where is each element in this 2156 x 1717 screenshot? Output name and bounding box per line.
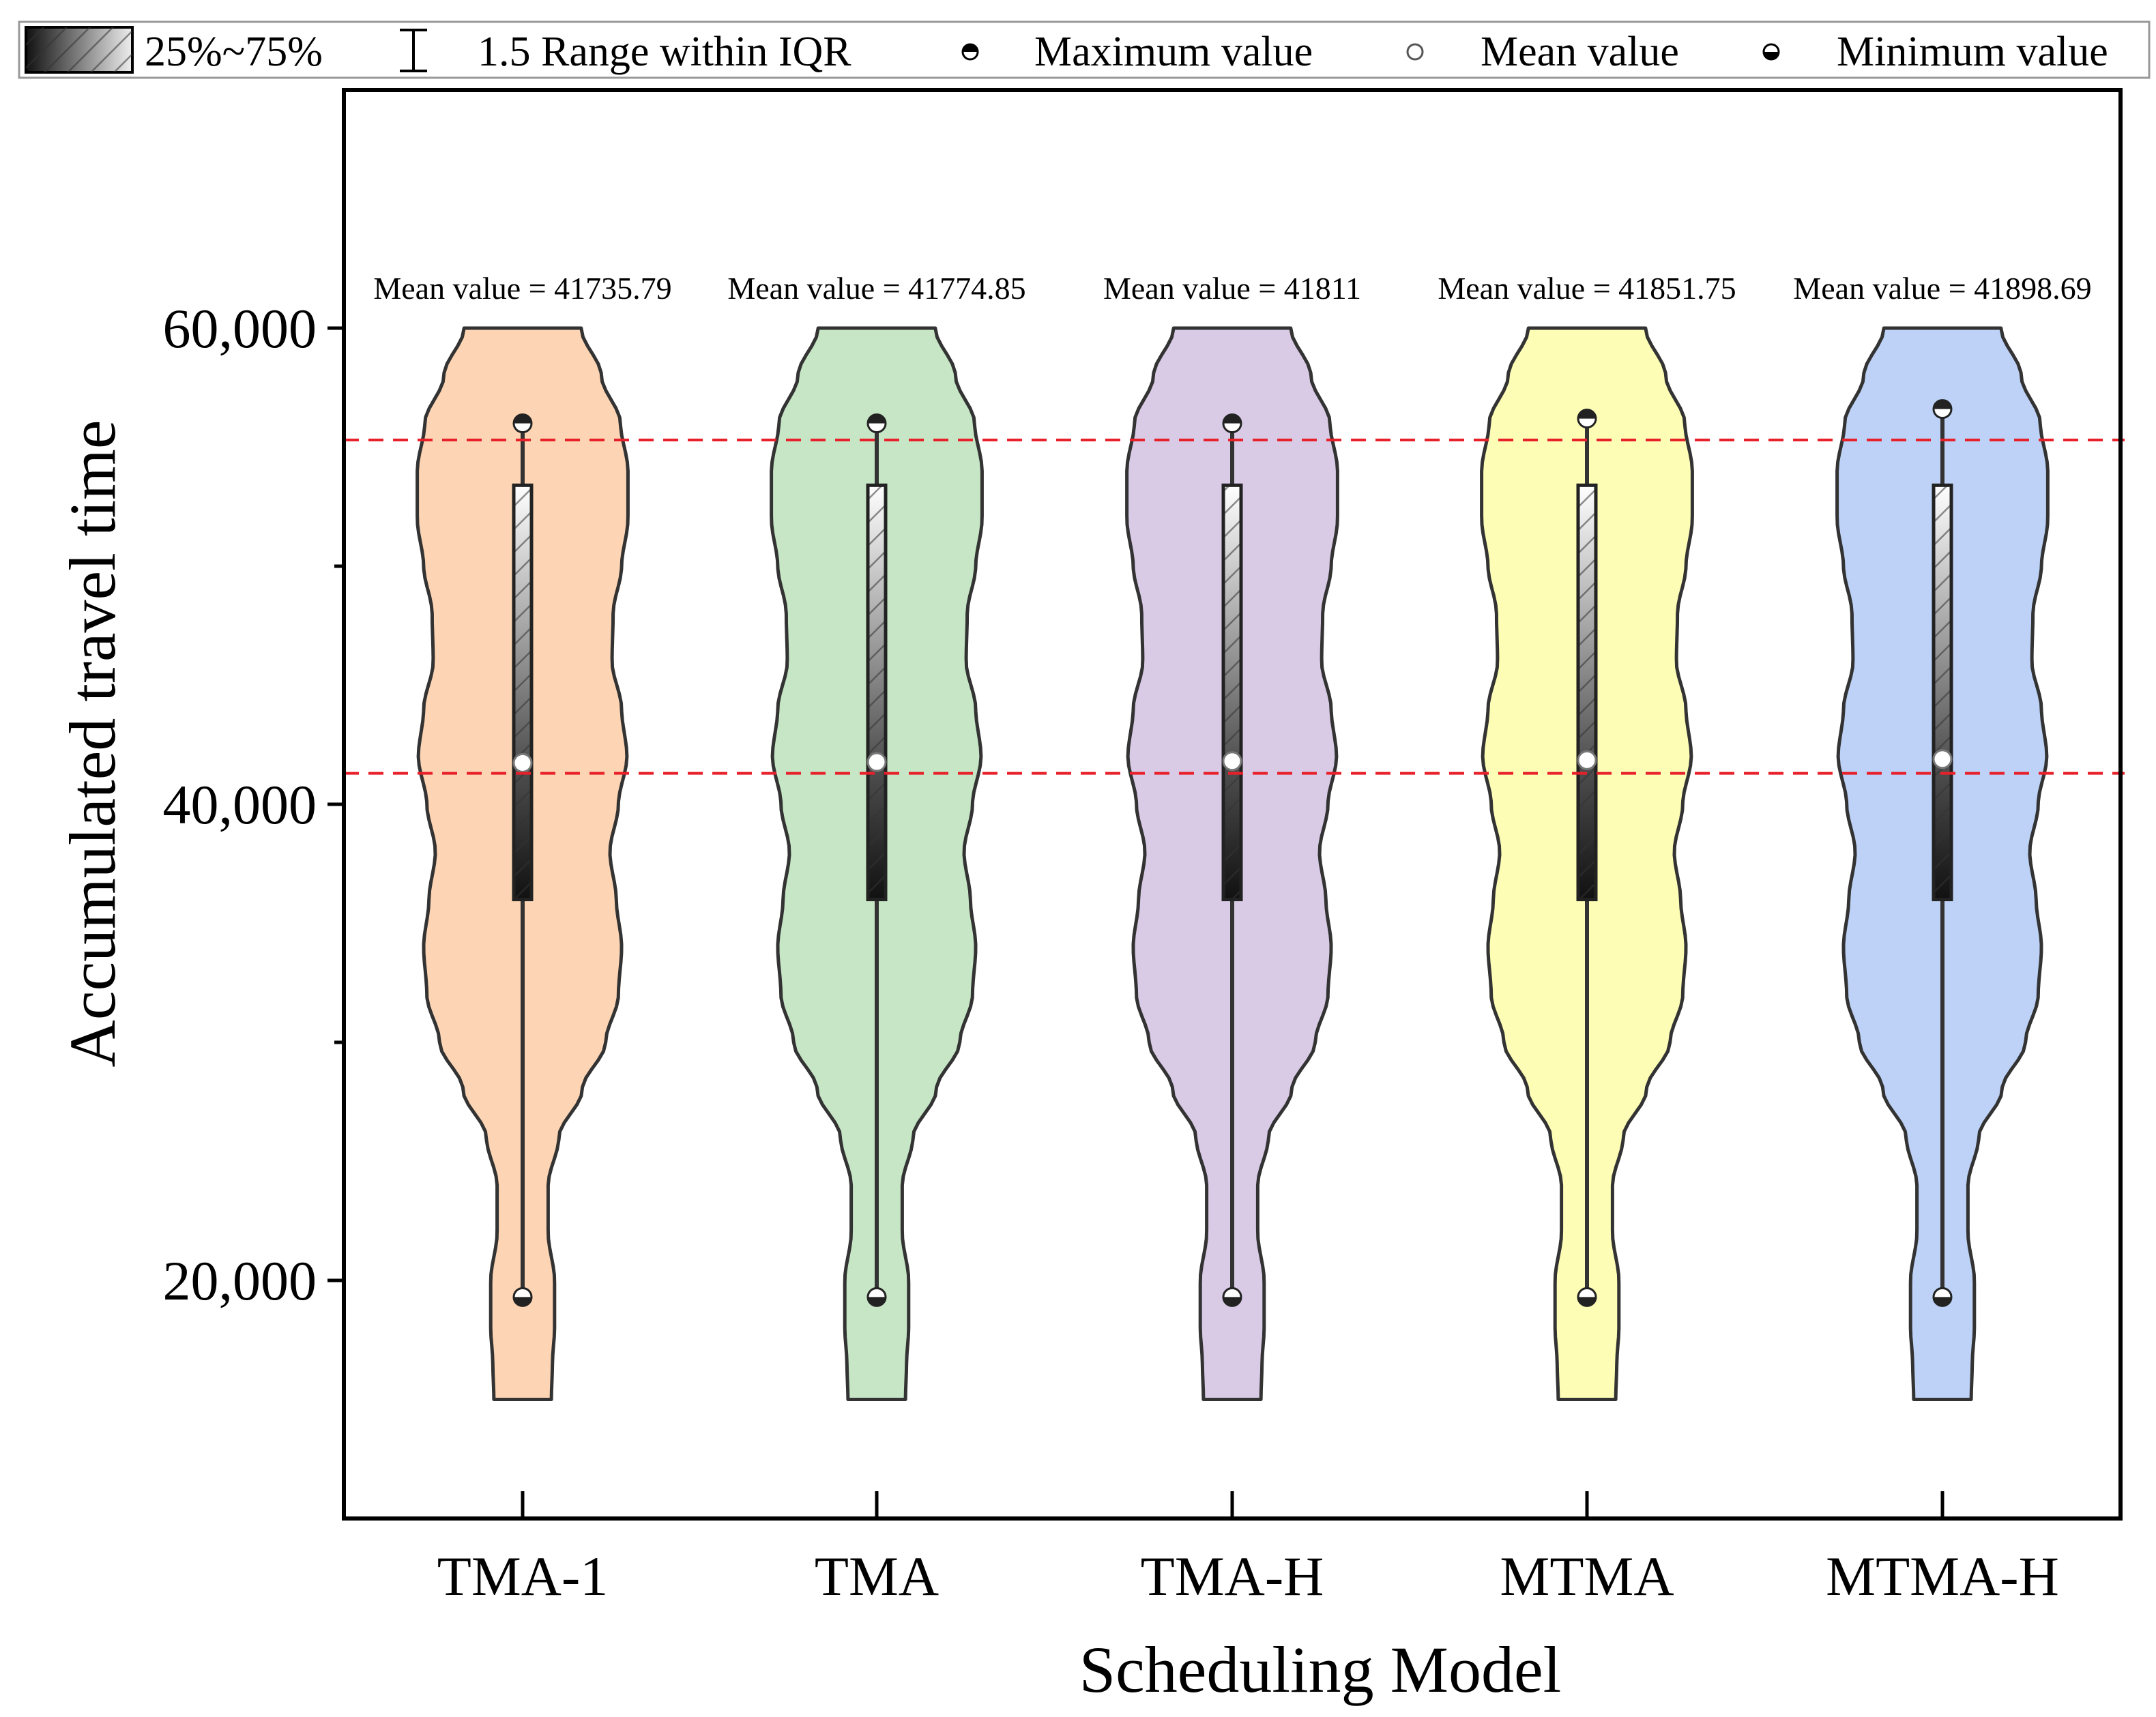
mean-annotation: Mean value = 41898.69 [1793, 271, 2091, 306]
max-marker-fill [1934, 400, 1951, 409]
min-marker-fill [1578, 1297, 1596, 1306]
min-marker-fill [1934, 1297, 1951, 1306]
legend-range-icon [400, 29, 427, 72]
max-marker-fill [1223, 414, 1241, 424]
x-axis-title: Scheduling Model [1079, 1633, 1562, 1706]
violin-group-mtma-h: Mean value = 41898.69 [1793, 271, 2092, 1401]
x-tick-label: TMA-1 [437, 1545, 609, 1607]
violin-group-tma-h: Mean value = 41811 [1103, 271, 1361, 1401]
min-marker-fill [514, 1297, 531, 1306]
mean-marker [866, 752, 887, 772]
mean-marker [1932, 749, 1953, 769]
y-tick-label: 20,000 [163, 1250, 317, 1312]
legend: 25%~75% 1.5 Range within IQR Maximum val… [18, 20, 2151, 79]
max-marker-fill [868, 414, 886, 424]
iqr-hatch [1223, 485, 1241, 900]
iqr-box-outline [1221, 483, 1243, 902]
legend-mean-marker [1406, 43, 1424, 61]
mean-marker [1222, 751, 1242, 772]
legend-max-marker [961, 43, 979, 61]
min-marker-fill [868, 1297, 886, 1306]
x-tick-label: TMA-H [1141, 1545, 1324, 1607]
mean-annotation: Mean value = 41811 [1103, 271, 1361, 306]
y-tick-label: 40,000 [163, 774, 317, 836]
violin-group-tma: Mean value = 41774.85 [727, 271, 1026, 1401]
iqr-hatch [868, 485, 886, 900]
mean-marker [1577, 750, 1597, 770]
legend-range-label: 1.5 Range within IQR [478, 29, 851, 75]
iqr-hatch [514, 485, 531, 900]
iqr-box-outline [866, 483, 888, 902]
legend-frame [18, 20, 2151, 79]
iqr-box-outline [1932, 483, 1953, 902]
iqr-box-outline [512, 483, 534, 902]
iqr-box-outline [1576, 483, 1598, 902]
x-tick-label: MTMA-H [1826, 1545, 2059, 1607]
mean-annotation: Mean value = 41851.75 [1438, 271, 1736, 306]
legend-min-label: Minimum value [1837, 29, 2108, 75]
y-axis-title: Accumulated travel time [56, 420, 129, 1068]
legend-box-swatch [25, 26, 134, 74]
legend-max-label: Maximum value [1034, 29, 1313, 75]
iqr-hatch [1934, 485, 1951, 900]
legend-mean-label: Mean value [1481, 29, 1679, 75]
legend-min-marker [1762, 43, 1780, 61]
mean-marker [512, 752, 533, 773]
iqr-hatch [1578, 485, 1596, 900]
violin-group-mtma: Mean value = 41851.75 [1438, 271, 1736, 1401]
x-tick-label: MTMA [1500, 1545, 1674, 1607]
plot-area: Mean value = 41735.79 Mean value = 41774.… [163, 88, 2125, 1607]
mean-annotation: Mean value = 41735.79 [373, 271, 671, 306]
min-marker-fill [1223, 1297, 1241, 1306]
max-marker-fill [1578, 409, 1596, 419]
y-tick-label: 60,000 [163, 297, 317, 359]
x-tick-label: TMA [815, 1545, 939, 1607]
max-marker-fill [514, 414, 531, 424]
violin-group-tma-1: Mean value = 41735.79 [373, 271, 672, 1401]
legend-box-label: 25%~75% [145, 29, 323, 75]
mean-annotation: Mean value = 41774.85 [727, 271, 1025, 306]
